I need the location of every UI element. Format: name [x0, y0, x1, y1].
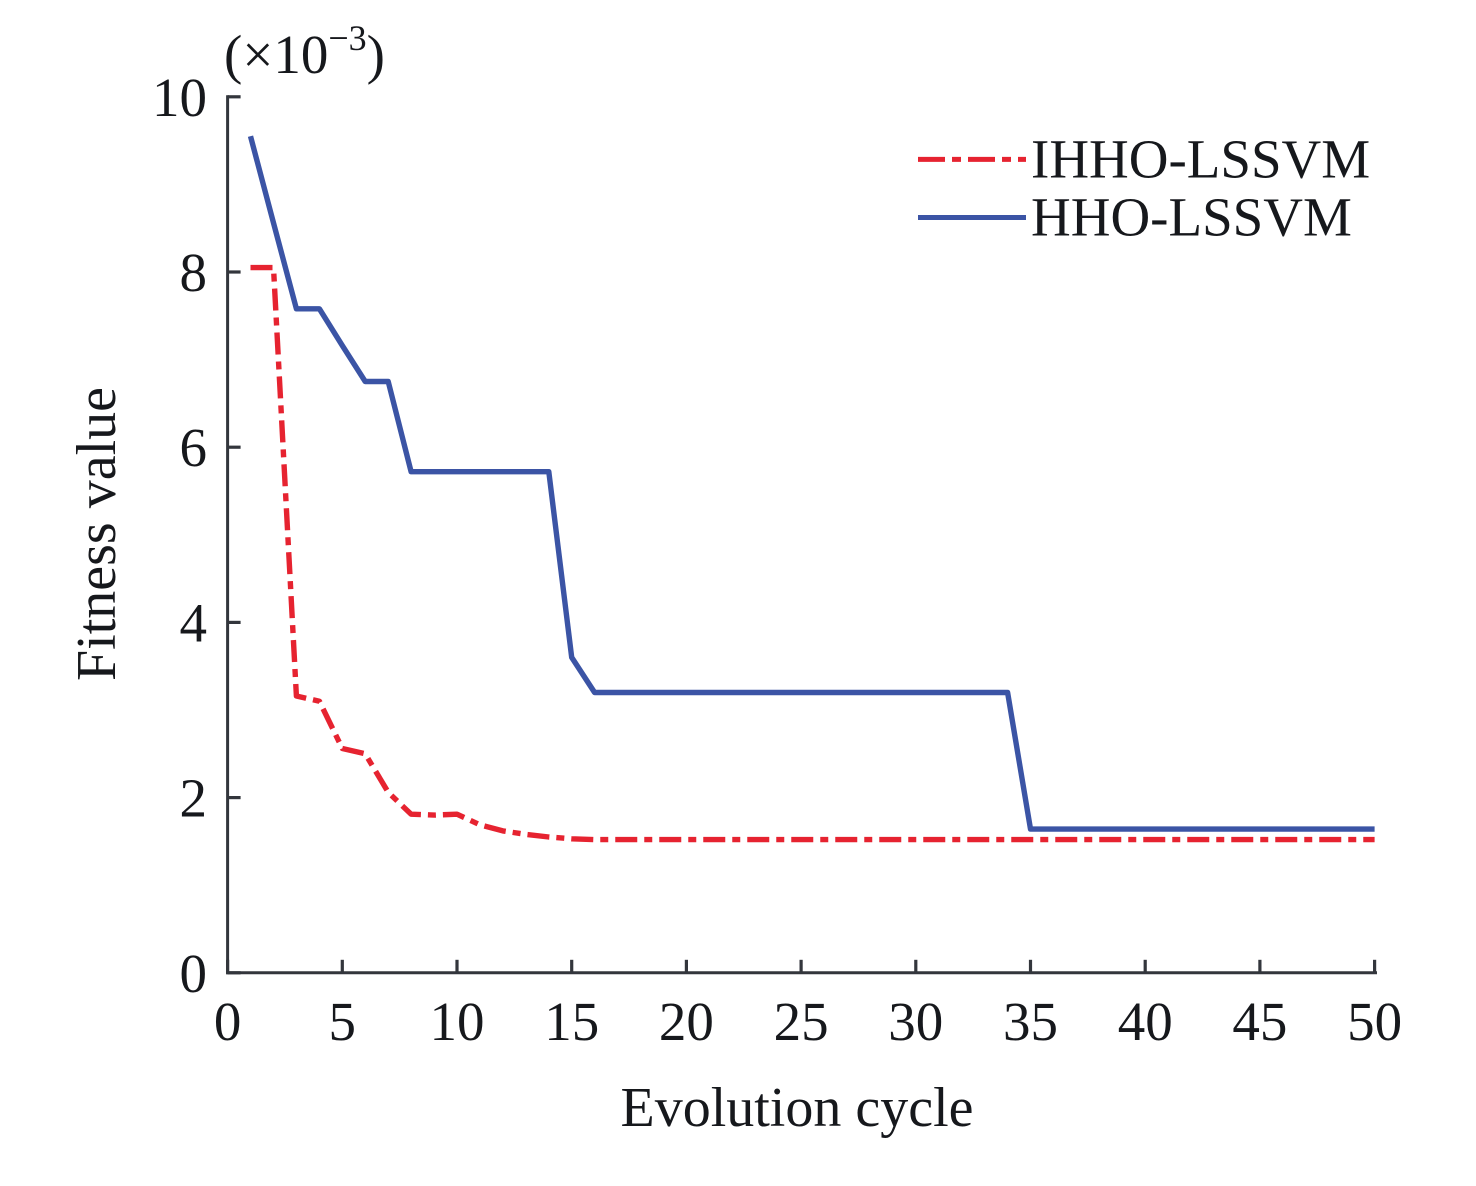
- x-tick-label: 50: [1347, 991, 1402, 1052]
- x-tick-labels: 0 5 10 15 20 25 30 35 40 45 50: [214, 991, 1402, 1052]
- x-tick-label: 30: [888, 991, 943, 1052]
- y-tick-label: 10: [152, 67, 207, 128]
- x-tick-label: 25: [774, 991, 829, 1052]
- x-tick-label: 5: [329, 991, 357, 1052]
- x-tick-label: 20: [659, 991, 714, 1052]
- series-line-hho-lssvm: [247, 135, 1375, 832]
- x-tick-label: 15: [544, 991, 599, 1052]
- series-lines: [247, 135, 1375, 843]
- y-scale-label: (×10−3): [224, 18, 385, 85]
- y-tick-label: 4: [180, 592, 208, 653]
- x-tick-label: 45: [1232, 991, 1287, 1052]
- y-tick-label: 6: [180, 417, 208, 478]
- axes: [226, 95, 1377, 975]
- y-axis-ticks: [227, 95, 241, 975]
- y-tick-label: 8: [180, 242, 208, 303]
- series-line-ihho-lssvm: [250, 264, 1375, 843]
- legend: IHHO-LSSVM HHO-LSSVM: [918, 129, 1370, 248]
- x-tick-label: 10: [430, 991, 485, 1052]
- x-tick-label: 35: [1003, 991, 1058, 1052]
- legend-label-hho: HHO-LSSVM: [1031, 187, 1352, 248]
- x-axis-title: Evolution cycle: [620, 1077, 973, 1139]
- y-tick-label: 2: [180, 768, 208, 829]
- y-tick-label: 0: [180, 943, 208, 1004]
- x-axis-ticks: [226, 959, 1377, 973]
- legend-label-ihho: IHHO-LSSVM: [1031, 129, 1370, 190]
- x-tick-label: 0: [214, 991, 242, 1052]
- x-tick-label: 40: [1118, 991, 1173, 1052]
- y-axis-title: Fitness value: [66, 387, 128, 681]
- y-tick-labels: 0 2 4 6 8 10: [152, 67, 207, 1004]
